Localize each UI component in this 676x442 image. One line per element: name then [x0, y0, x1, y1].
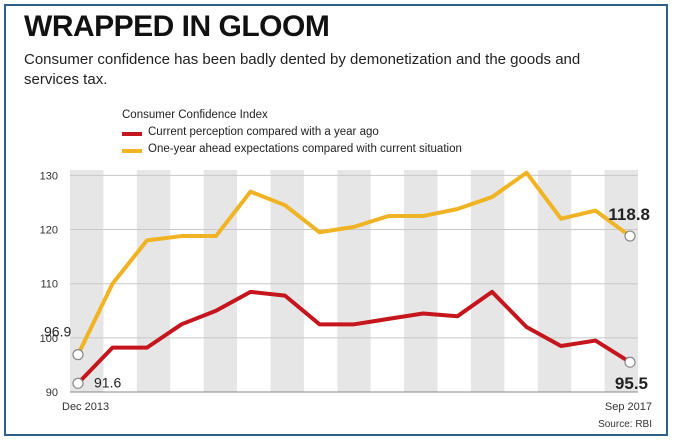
- y-tick-label: 90: [46, 387, 58, 399]
- chart-subtitle: Consumer confidence has been badly dente…: [24, 51, 581, 88]
- data-label-expectations-first: 96.9: [44, 324, 71, 340]
- series-line-current: [76, 289, 632, 386]
- legend-swatch-current: [122, 132, 142, 136]
- grid-band: [537, 170, 572, 392]
- x-tick-label-last: Sep 2017: [605, 401, 652, 413]
- data-point-marker: [72, 377, 84, 389]
- legend-swatch-expectations: [122, 149, 142, 153]
- series-line-expectations: [76, 170, 632, 357]
- source-note: Source: RBI: [598, 419, 652, 430]
- legend-label-expectations: One-year ahead expectations compared wit…: [148, 143, 462, 155]
- data-point-marker: [624, 356, 636, 368]
- y-tick-label: 120: [40, 225, 58, 237]
- data-label-current-first: 91.6: [94, 374, 121, 390]
- x-tick-label-first: Dec 2013: [62, 401, 109, 413]
- chart-title: WRAPPED IN GLOOM: [24, 10, 330, 43]
- grid-band: [136, 170, 171, 392]
- data-label-expectations-last: 118.8: [608, 205, 650, 224]
- grid-band: [404, 170, 438, 392]
- data-point-marker: [624, 230, 636, 242]
- grid-band: [337, 170, 371, 392]
- grid-band: [203, 170, 238, 392]
- y-tick-label: 110: [40, 279, 58, 291]
- data-point-marker: [72, 349, 84, 361]
- legend-title: Consumer Confidence Index: [122, 109, 268, 121]
- data-label-current-last: 95.5: [615, 374, 648, 393]
- y-tick-label: 100: [40, 333, 58, 345]
- legend-label-current: Current perception compared with a year …: [148, 126, 379, 138]
- grid-band: [470, 170, 505, 392]
- y-tick-label: 130: [40, 170, 58, 182]
